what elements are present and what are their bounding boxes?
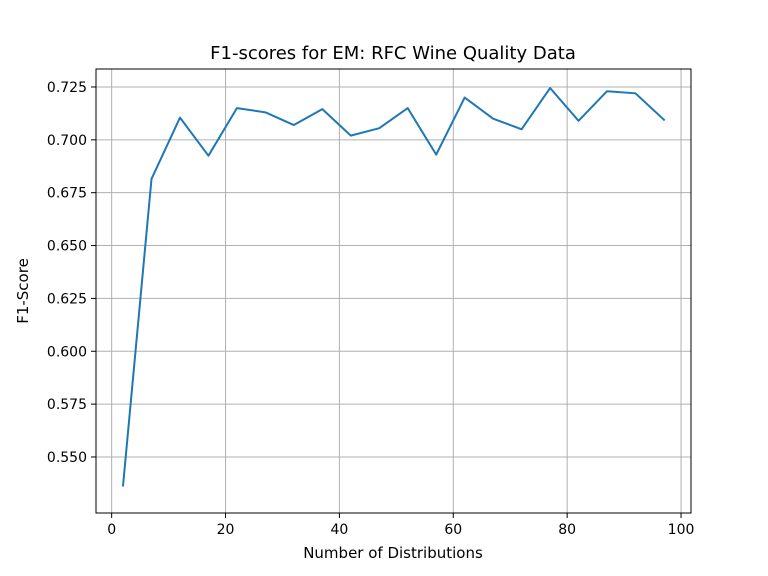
- data-point: [236, 107, 238, 109]
- y-tick-label: 0.600: [47, 344, 87, 360]
- data-point: [179, 117, 181, 119]
- data-point: [492, 118, 494, 120]
- x-axis-label: Number of Distributions: [303, 544, 483, 562]
- y-axis-label: F1-Score: [14, 258, 32, 324]
- series-layer: [121, 87, 666, 487]
- data-point: [122, 485, 124, 487]
- y-axis: 0.550 0.575 0.600 0.625 0.650 0.675 0.700 0.725: [47, 80, 96, 466]
- y-tick-label: 0.700: [47, 133, 87, 149]
- data-point: [549, 87, 551, 89]
- data-point: [350, 135, 352, 137]
- grid-layer: [96, 69, 691, 513]
- x-axis: 0 20 40 60 80 100: [107, 513, 694, 538]
- y-tick-label: 0.675: [47, 186, 87, 202]
- data-point: [407, 107, 409, 109]
- x-tick-label: 80: [558, 522, 576, 538]
- chart-title: F1-scores for EM: RFC Wine Quality Data: [210, 43, 576, 64]
- y-tick-label: 0.725: [47, 80, 87, 96]
- series-line: [121, 87, 666, 487]
- plot-frame: [95, 68, 692, 514]
- data-point: [321, 108, 323, 110]
- data-point: [264, 111, 266, 113]
- data-point: [293, 124, 295, 126]
- data-point: [634, 92, 636, 94]
- data-point: [464, 97, 466, 99]
- x-tick-label: 100: [668, 522, 695, 538]
- data-point: [207, 155, 209, 157]
- data-point: [521, 128, 523, 130]
- x-tick-label: 20: [217, 522, 235, 538]
- x-tick-label: 40: [330, 522, 348, 538]
- data-point: [606, 90, 608, 92]
- data-point: [435, 154, 437, 156]
- data-point: [378, 127, 380, 129]
- data-point: [151, 178, 153, 180]
- y-tick-label: 0.550: [47, 450, 87, 466]
- data-point: [578, 120, 580, 122]
- x-tick-label: 60: [444, 522, 462, 538]
- data-point: [663, 119, 665, 121]
- y-tick-label: 0.625: [47, 291, 87, 307]
- y-tick-label: 0.650: [47, 239, 87, 255]
- x-tick-label: 0: [107, 522, 116, 538]
- y-tick-label: 0.575: [47, 397, 87, 413]
